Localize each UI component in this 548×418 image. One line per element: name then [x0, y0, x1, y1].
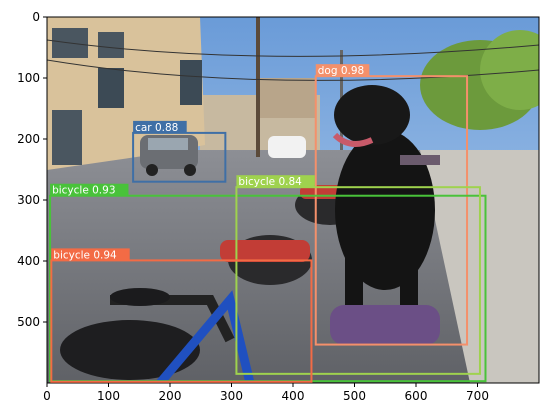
detection-label: car 0.88: [135, 122, 178, 134]
detection-label: bicycle 0.94: [53, 249, 117, 261]
x-tick-label: 400: [282, 389, 305, 403]
y-tick-label: 200: [17, 132, 40, 146]
y-tick-label: 300: [17, 193, 40, 207]
photo: [47, 17, 539, 383]
x-tick-label: 500: [343, 389, 366, 403]
x-tick-label: 200: [159, 389, 182, 403]
x-tick-label: 600: [405, 389, 428, 403]
y-tick-label: 100: [17, 71, 40, 85]
x-tick-label: 300: [220, 389, 243, 403]
detection-label-background: [315, 64, 370, 77]
y-tick-label: 500: [17, 315, 40, 329]
detection-label-background: [50, 183, 129, 196]
detection-label-background: [133, 120, 187, 133]
detection-box: [314, 75, 469, 346]
detection-boxes: car 0.88 dog 0.98 bicycle 0.93 bicycle 0.84…: [49, 64, 487, 383]
detection-box: [50, 259, 313, 383]
detection-box: [235, 186, 481, 375]
axis-ticks: 0 100 200 300 400 500 600 700 0 100 200 300 400 500: [17, 10, 489, 403]
x-tick-label: 700: [466, 389, 489, 403]
x-tick-label: 0: [43, 389, 51, 403]
detection-label: dog 0.98: [318, 65, 364, 77]
detection-label: bicycle 0.93: [52, 185, 115, 197]
y-tick-label: 400: [17, 254, 40, 268]
x-tick-label: 100: [97, 389, 120, 403]
detection-label: bicycle 0.84: [238, 176, 302, 188]
detection-label-background: [236, 175, 315, 188]
y-tick-label: 0: [32, 10, 40, 24]
detection-label-background: [51, 248, 130, 261]
